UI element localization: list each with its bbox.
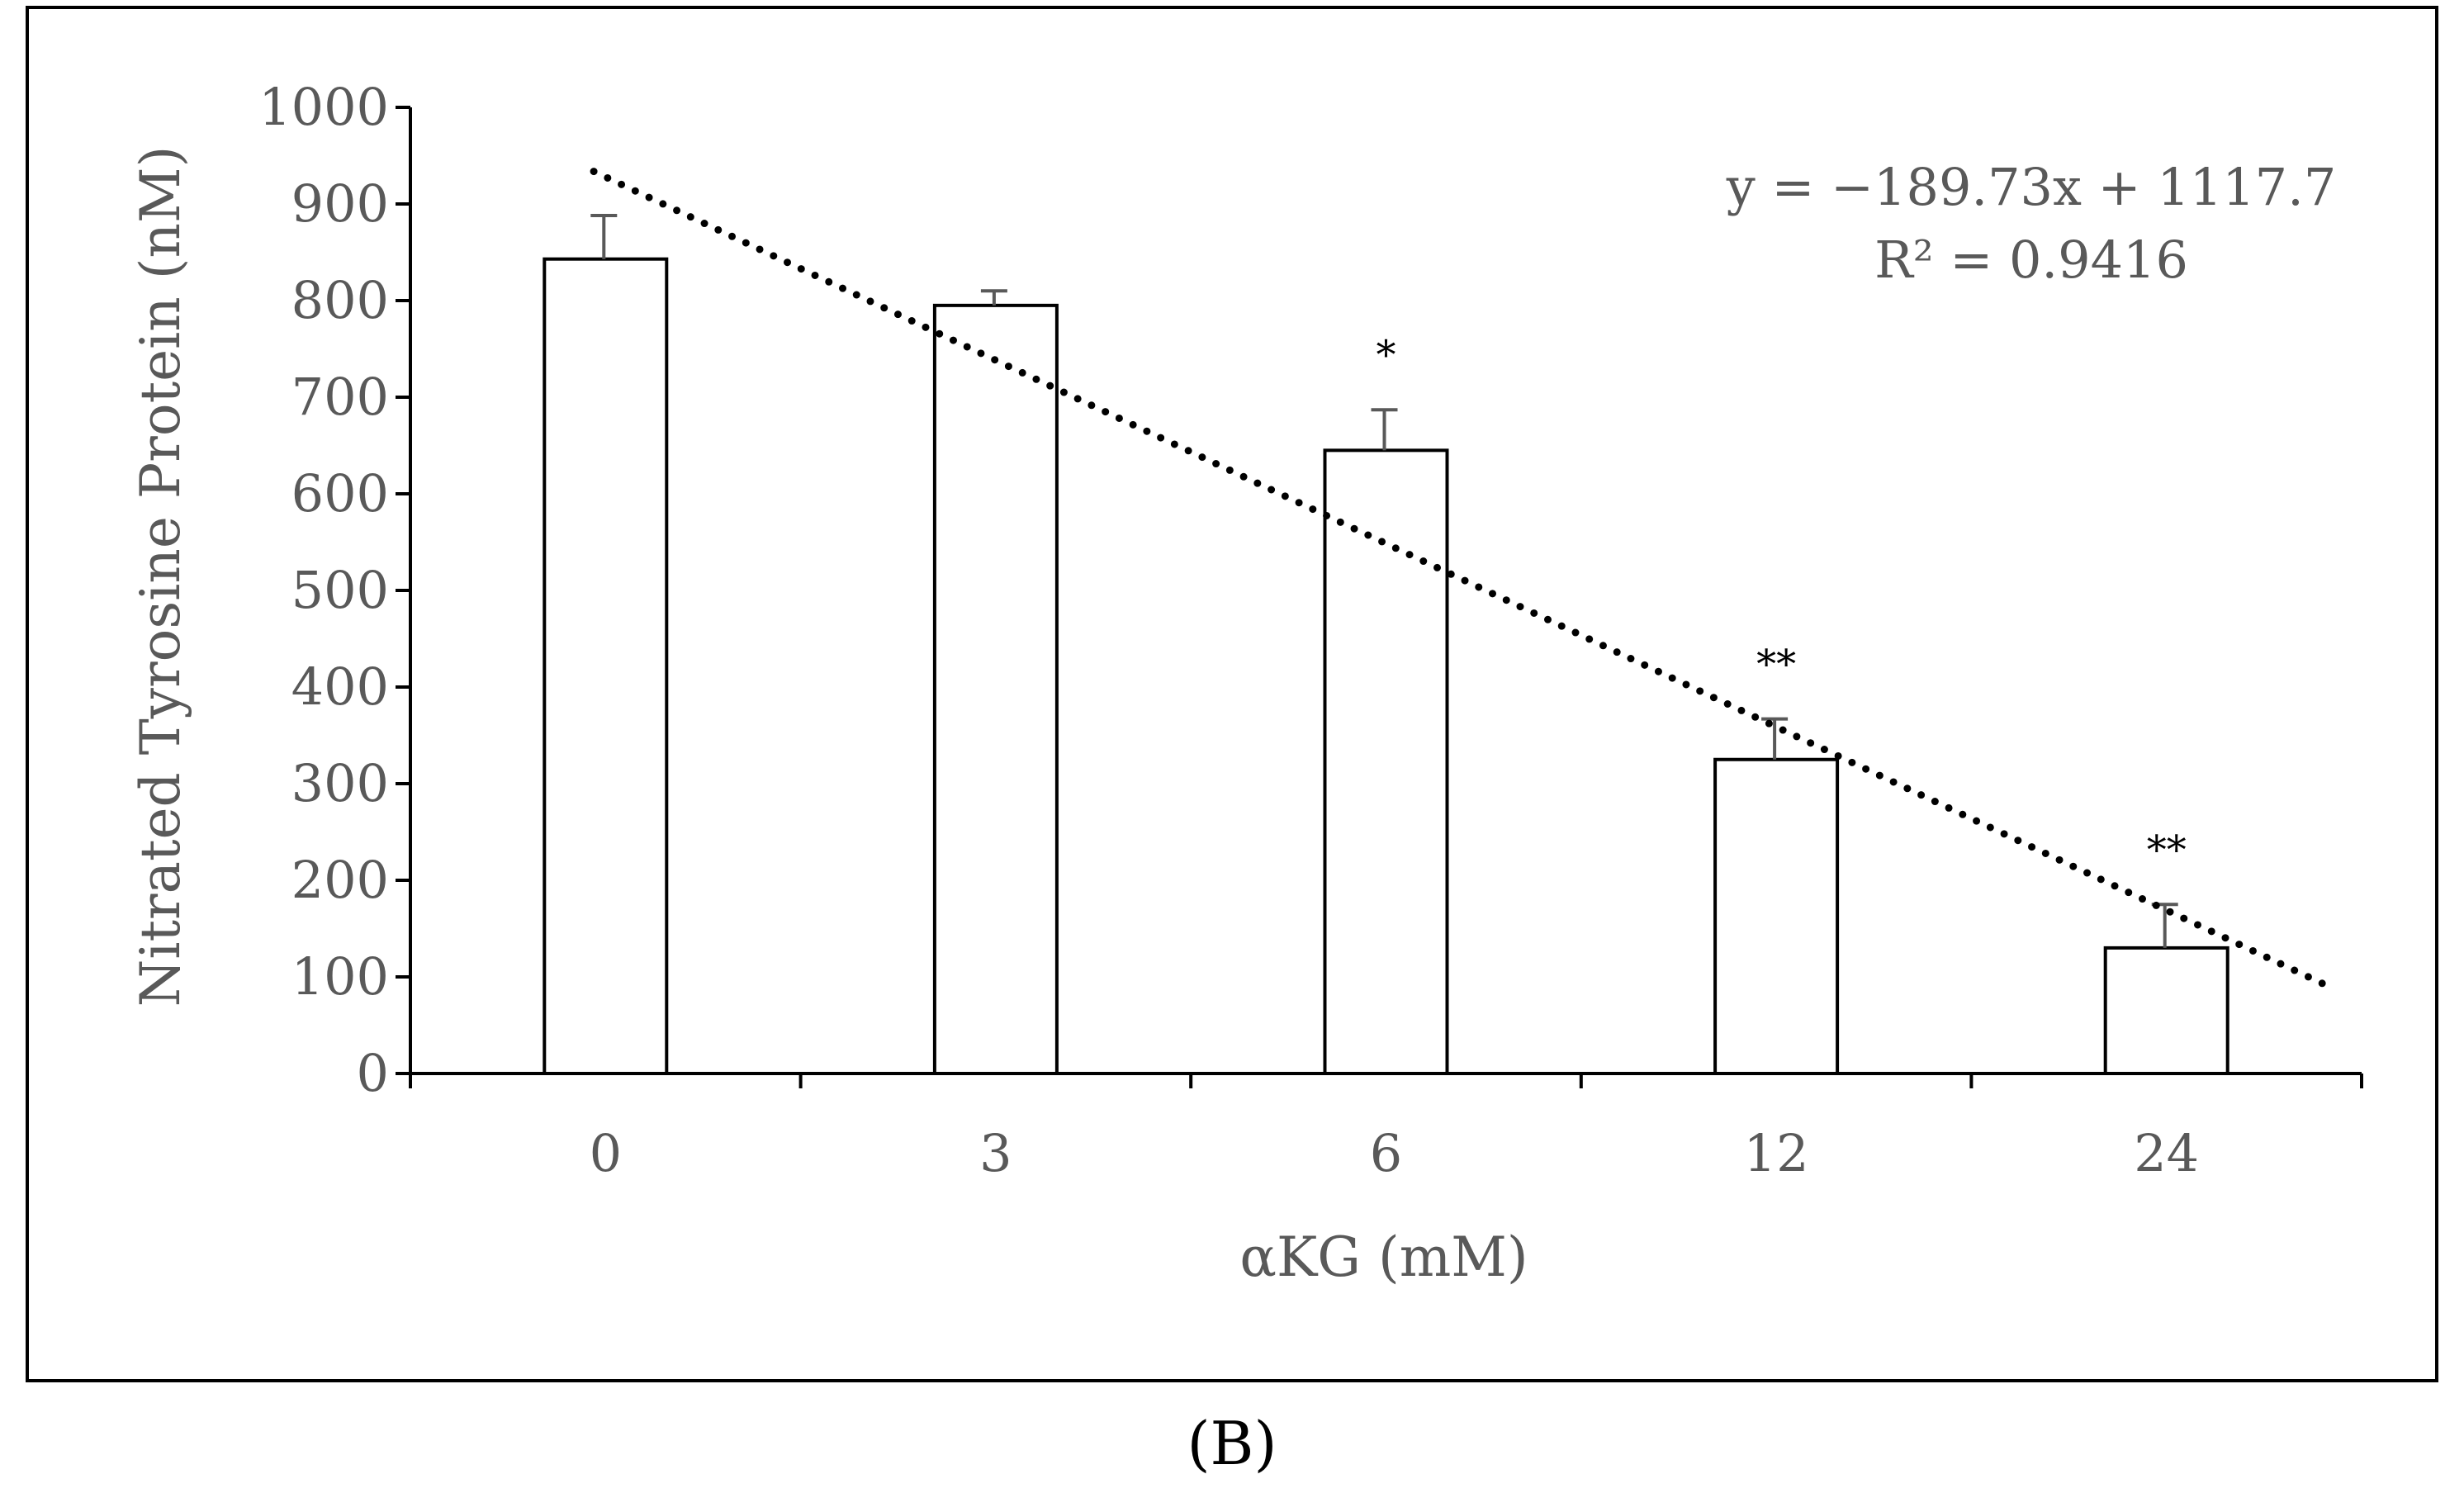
bar bbox=[932, 303, 1059, 1076]
y-tick-label: 500 bbox=[291, 560, 389, 620]
bar bbox=[1323, 448, 1449, 1075]
x-tick-label: 12 bbox=[1744, 1123, 1809, 1183]
y-axis-ticks: 0 100 200 300 400 500 600 700 800 900 1000 bbox=[258, 77, 410, 1103]
x-tick-label: 24 bbox=[2134, 1123, 2199, 1183]
bar bbox=[2103, 946, 2229, 1076]
x-axis-ticks: 0 3 6 12 24 bbox=[409, 1074, 2363, 1183]
bars bbox=[543, 257, 2229, 1076]
x-tick-label: 0 bbox=[590, 1123, 622, 1183]
y-axis-title: Nitrated Tyrosine Protein (nM) bbox=[129, 146, 192, 1007]
error-bars bbox=[590, 214, 2178, 948]
trendline-r-squared: R² = 0.9416 bbox=[1874, 230, 2188, 290]
y-tick-label: 400 bbox=[291, 656, 389, 717]
trendline-equation: y = −189.73x + 1117.7 bbox=[1726, 157, 2337, 217]
panel-label: (B) bbox=[1187, 1409, 1277, 1478]
significance-marker: ** bbox=[2147, 827, 2187, 873]
trendline-dotted bbox=[590, 168, 2338, 993]
chart-frame bbox=[26, 6, 2438, 1382]
y-tick-label: 600 bbox=[291, 463, 389, 524]
x-axis-title: αKG (mM) bbox=[1239, 1225, 1528, 1289]
y-tick-label: 900 bbox=[291, 173, 389, 234]
significance-marks: ***** bbox=[1377, 332, 2187, 873]
x-tick-label: 3 bbox=[979, 1123, 1012, 1183]
trendline bbox=[590, 168, 2338, 993]
y-tick-label: 1000 bbox=[258, 77, 389, 137]
x-tick-label: 6 bbox=[1370, 1123, 1402, 1183]
significance-marker: ** bbox=[1756, 642, 1796, 688]
bar bbox=[543, 257, 669, 1075]
significance-marker: * bbox=[1377, 332, 1396, 378]
y-tick-label: 200 bbox=[291, 850, 389, 910]
y-tick-label: 0 bbox=[357, 1043, 389, 1103]
y-tick-label: 700 bbox=[291, 367, 389, 427]
y-tick-label: 800 bbox=[291, 270, 389, 330]
y-tick-label: 300 bbox=[291, 753, 389, 813]
y-tick-label: 100 bbox=[291, 946, 389, 1007]
bar bbox=[1713, 757, 1840, 1075]
